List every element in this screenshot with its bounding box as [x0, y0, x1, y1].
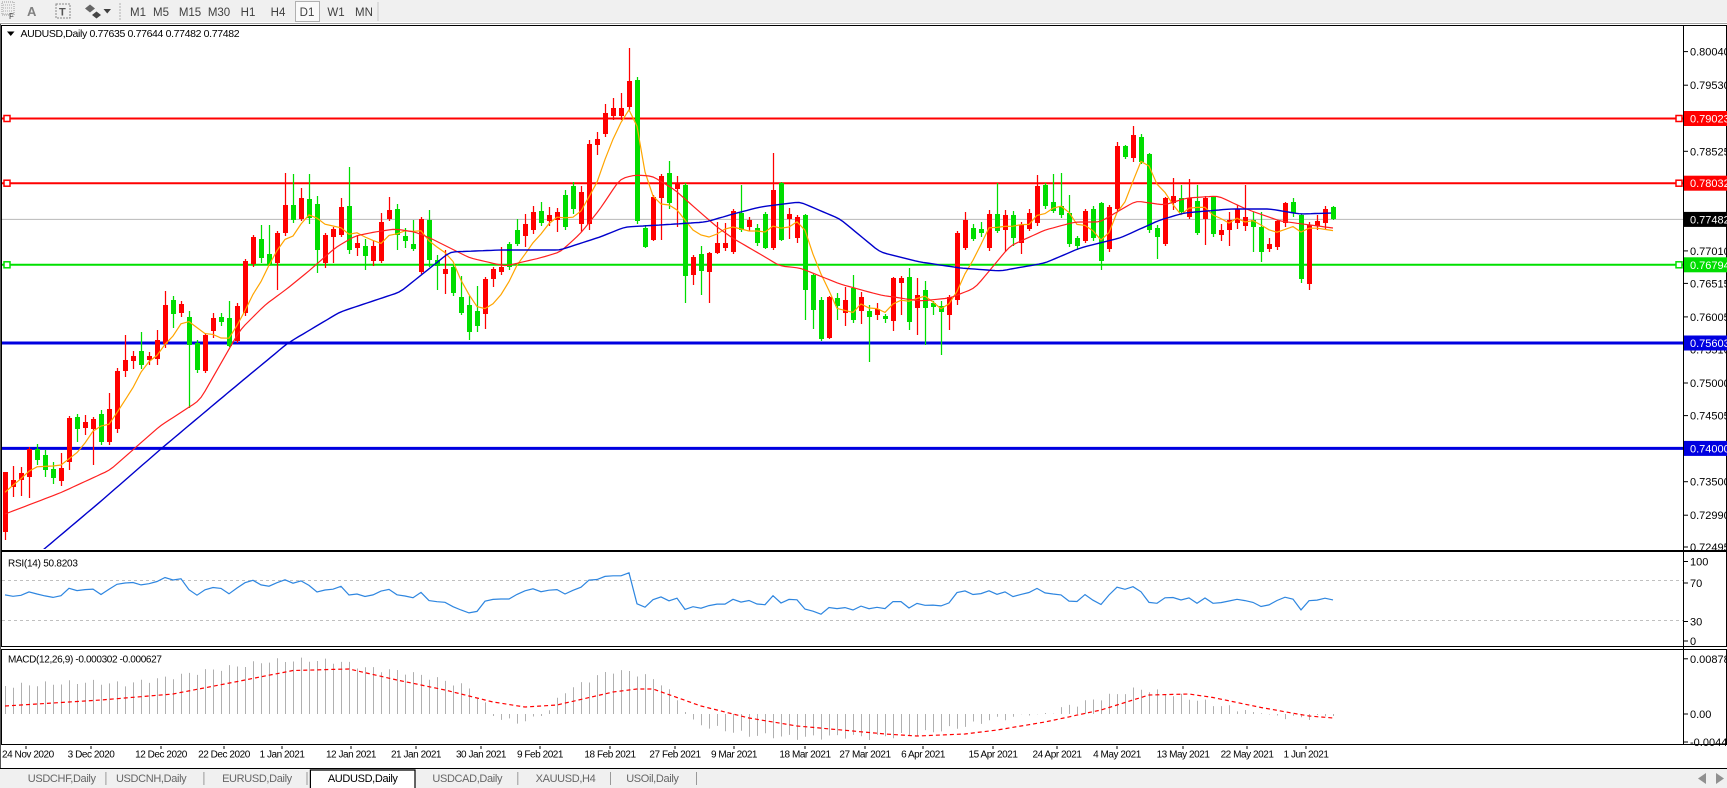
svg-text:22 Dec 2020: 22 Dec 2020 — [198, 750, 251, 761]
svg-text:4 May 2021: 4 May 2021 — [1093, 750, 1142, 761]
svg-text:0.77482: 0.77482 — [1690, 214, 1727, 226]
svg-text:MN: MN — [355, 7, 373, 19]
svg-text:0.76515: 0.76515 — [1690, 278, 1727, 290]
svg-text:USDCAD,Daily: USDCAD,Daily — [432, 773, 503, 785]
svg-text:0.73500: 0.73500 — [1690, 477, 1727, 489]
svg-text:M5: M5 — [153, 7, 169, 19]
svg-text:0.74505: 0.74505 — [1690, 411, 1727, 423]
svg-text:MACD(12,26,9) -0.000302 -0.000: MACD(12,26,9) -0.000302 -0.000627 — [8, 655, 162, 666]
svg-text:0.72990: 0.72990 — [1690, 510, 1727, 522]
svg-text:M30: M30 — [208, 7, 230, 19]
svg-text:100: 100 — [1690, 557, 1708, 569]
svg-text:6 Apr 2021: 6 Apr 2021 — [901, 750, 946, 761]
svg-text:0.008782: 0.008782 — [1690, 654, 1727, 666]
svg-text:13 May 2021: 13 May 2021 — [1157, 750, 1211, 761]
svg-text:0.78032: 0.78032 — [1690, 178, 1727, 190]
svg-text:1 Jan 2021: 1 Jan 2021 — [260, 750, 306, 761]
svg-text:30 Jan 2021: 30 Jan 2021 — [456, 750, 507, 761]
svg-text:9 Mar 2021: 9 Mar 2021 — [711, 750, 758, 761]
svg-text:H4: H4 — [271, 7, 286, 19]
svg-text:9 Feb 2021: 9 Feb 2021 — [517, 750, 564, 761]
svg-text:0.77010: 0.77010 — [1690, 246, 1727, 258]
svg-text:18 Feb 2021: 18 Feb 2021 — [584, 750, 636, 761]
svg-text:-0.004451: -0.004451 — [1690, 737, 1727, 749]
svg-text:W1: W1 — [327, 7, 344, 19]
svg-text:USDCNH,Daily: USDCNH,Daily — [116, 773, 187, 785]
svg-text:0.79023: 0.79023 — [1690, 114, 1727, 126]
svg-text:USDCHF,Daily: USDCHF,Daily — [28, 773, 97, 785]
svg-text:70: 70 — [1690, 578, 1702, 590]
svg-text:27 Mar 2021: 27 Mar 2021 — [839, 750, 891, 761]
svg-text:M1: M1 — [130, 7, 146, 19]
svg-text:H1: H1 — [241, 7, 256, 19]
svg-text:0.76794: 0.76794 — [1690, 260, 1727, 272]
svg-text:0.74000: 0.74000 — [1690, 443, 1727, 455]
svg-text:0.72495: 0.72495 — [1690, 542, 1727, 554]
svg-text:USOil,Daily: USOil,Daily — [626, 773, 679, 785]
svg-text:AUDUSD,Daily: AUDUSD,Daily — [328, 773, 399, 785]
svg-text:D1: D1 — [300, 7, 315, 19]
svg-text:M15: M15 — [179, 7, 201, 19]
svg-text:0.75603: 0.75603 — [1690, 338, 1727, 350]
svg-text:T: T — [59, 7, 66, 19]
svg-text:0.76005: 0.76005 — [1690, 312, 1727, 324]
svg-text:0.79530: 0.79530 — [1690, 80, 1727, 92]
svg-text:AUDUSD,Daily 0.77635 0.77644: AUDUSD,Daily 0.77635 0.77644 0.77482 0.7… — [21, 28, 240, 40]
svg-text:12 Jan 2021: 12 Jan 2021 — [326, 750, 377, 761]
svg-text:XAUUSD,H4: XAUUSD,H4 — [536, 773, 596, 785]
svg-text:0.80040: 0.80040 — [1690, 47, 1727, 59]
svg-text:0.75000: 0.75000 — [1690, 378, 1727, 390]
svg-text:15 Apr 2021: 15 Apr 2021 — [969, 750, 1019, 761]
svg-text:0.78525: 0.78525 — [1690, 146, 1727, 158]
svg-text:22 May 2021: 22 May 2021 — [1221, 750, 1275, 761]
svg-text:21 Jan 2021: 21 Jan 2021 — [391, 750, 442, 761]
svg-text:18 Mar 2021: 18 Mar 2021 — [779, 750, 831, 761]
svg-text:30: 30 — [1690, 617, 1702, 629]
svg-text:A: A — [27, 4, 37, 19]
svg-text:27 Feb 2021: 27 Feb 2021 — [649, 750, 701, 761]
svg-text:0.00: 0.00 — [1690, 709, 1711, 721]
svg-text:EURUSD,Daily: EURUSD,Daily — [222, 773, 293, 785]
svg-text:0: 0 — [1690, 636, 1696, 648]
svg-text:1 Jun 2021: 1 Jun 2021 — [1284, 750, 1330, 761]
svg-text:12 Dec 2020: 12 Dec 2020 — [135, 750, 188, 761]
svg-text:24 Nov 2020: 24 Nov 2020 — [2, 750, 55, 761]
svg-text:24 Apr 2021: 24 Apr 2021 — [1033, 750, 1083, 761]
svg-text:3 Dec 2020: 3 Dec 2020 — [68, 750, 116, 761]
svg-text:F: F — [9, 12, 14, 21]
svg-text:RSI(14) 50.8203: RSI(14) 50.8203 — [8, 559, 78, 570]
